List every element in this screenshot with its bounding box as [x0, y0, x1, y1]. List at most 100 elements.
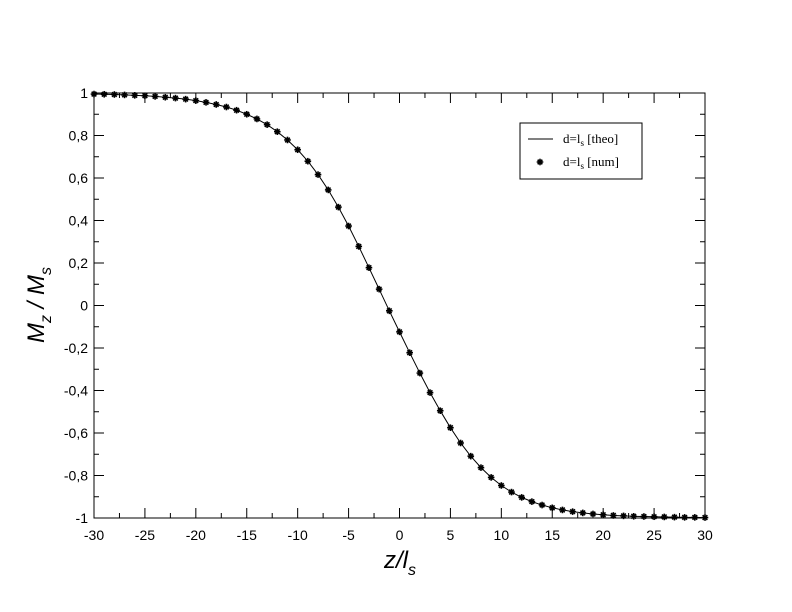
data-point-num — [518, 494, 525, 501]
x-axis-title-main: z/l — [383, 547, 409, 574]
y-tick-label: -0,4 — [64, 383, 88, 399]
x-tick-label: -15 — [237, 527, 257, 543]
data-point-num — [691, 514, 699, 521]
data-point-num — [599, 511, 607, 519]
data-point-num — [233, 106, 240, 114]
data-point-num — [141, 92, 149, 100]
data-point-num — [202, 99, 210, 106]
data-point-num — [569, 508, 576, 515]
x-tick-label: 20 — [595, 527, 611, 543]
legend-star-marker — [536, 158, 544, 166]
y-tick-label: -0,8 — [64, 468, 88, 484]
y-tick-label: -0,6 — [64, 425, 88, 441]
data-point-num — [416, 369, 424, 377]
data-point-num — [324, 186, 332, 194]
legend-entry-num-main: d=l — [563, 154, 581, 169]
data-point-num — [508, 488, 515, 496]
data-point-num — [457, 439, 464, 447]
data-point-num — [365, 264, 373, 271]
data-point-num — [477, 464, 485, 471]
data-point-num — [253, 115, 261, 123]
data-point-num — [650, 513, 658, 521]
data-point-num — [314, 171, 322, 178]
y-axis-title-num-sub: z — [38, 315, 55, 324]
data-point-num — [304, 157, 312, 165]
data-point-num — [620, 512, 627, 520]
x-tick-label: 25 — [646, 527, 662, 543]
data-point-num — [559, 506, 566, 514]
data-point-num — [100, 90, 108, 98]
data-point-num — [386, 307, 393, 315]
data-point-num — [263, 121, 271, 128]
x-tick-label: 15 — [544, 527, 560, 543]
y-tick-label: -0,2 — [64, 340, 88, 356]
legend: d=ls [theo] d=ls [num] — [519, 122, 643, 180]
data-point-num — [274, 128, 281, 135]
data-point-num — [701, 514, 709, 521]
x-tick-label: 5 — [447, 527, 455, 543]
y-tick-label: 0,8 — [69, 128, 89, 144]
x-tick-label: -5 — [342, 527, 355, 543]
y-tick-label: 0,2 — [69, 255, 89, 271]
data-point-num — [121, 91, 128, 99]
data-point-num — [426, 389, 434, 396]
data-point-num — [630, 513, 638, 520]
legend-entry-num: d=ls [num] — [563, 154, 619, 171]
tick-labels: -30 -25 -20 -15 -10 -5 0 5 10 15 20 25 30-1-0,8-0,6-… — [64, 85, 713, 543]
data-point-num — [660, 513, 668, 521]
x-tick-label: -10 — [288, 527, 308, 543]
series-points-num — [90, 90, 709, 521]
x-tick-label: 10 — [494, 527, 510, 543]
data-point-num — [640, 513, 648, 520]
data-point-num — [172, 94, 179, 102]
data-point-num — [284, 136, 291, 144]
data-point-num — [498, 482, 505, 489]
y-axis-title-den-main: M — [23, 275, 50, 295]
data-point-num — [182, 95, 189, 103]
y-tick-label: 0,4 — [69, 213, 89, 229]
x-tick-label: 30 — [697, 527, 713, 543]
x-tick-label: -20 — [186, 527, 206, 543]
data-point-num — [528, 498, 536, 505]
data-point-num — [671, 513, 678, 521]
legend-entry-theo: d=ls [theo] — [563, 131, 618, 148]
data-point-num — [192, 97, 200, 104]
data-point-num — [111, 91, 118, 98]
data-point-num — [681, 514, 688, 521]
x-axis-title: z/ls — [383, 547, 416, 579]
x-axis-title-sub: s — [408, 562, 416, 579]
data-point-num — [375, 285, 383, 293]
data-point-num — [579, 509, 587, 517]
y-tick-label: 0 — [80, 298, 88, 314]
data-point-num — [589, 510, 597, 518]
y-axis-title-num-main: M — [23, 323, 50, 343]
data-point-num — [243, 110, 251, 118]
y-tick-label: 0,6 — [69, 170, 89, 186]
data-point-num — [90, 90, 98, 98]
data-point-num — [131, 92, 139, 99]
data-point-num — [151, 93, 159, 100]
x-tick-label: 0 — [396, 527, 404, 543]
y-axis-title-sep: / — [23, 295, 50, 315]
legend-star-glyph — [536, 158, 544, 166]
legend-entry-num-rest: [num] — [584, 154, 619, 169]
data-point-num — [345, 222, 352, 230]
data-point-num — [538, 501, 546, 509]
data-point-num — [436, 407, 444, 414]
data-point-num — [447, 424, 454, 431]
data-point-num — [161, 93, 169, 101]
y-axis-title: Mz / Ms — [23, 267, 55, 343]
legend-box — [519, 122, 643, 180]
legend-entry-num-sub: s — [580, 161, 584, 171]
y-tick-label: -1 — [76, 510, 89, 526]
legend-entry-theo-main: d=l — [563, 131, 581, 146]
data-point-num — [212, 101, 220, 108]
data-point-num — [396, 328, 403, 336]
x-tick-label: -30 — [84, 527, 104, 543]
legend-entry-theo-rest: [theo] — [584, 131, 618, 146]
data-point-num — [223, 103, 230, 111]
data-point-num — [487, 474, 495, 481]
y-tick-label: 1 — [80, 85, 88, 101]
data-point-num — [610, 512, 617, 519]
